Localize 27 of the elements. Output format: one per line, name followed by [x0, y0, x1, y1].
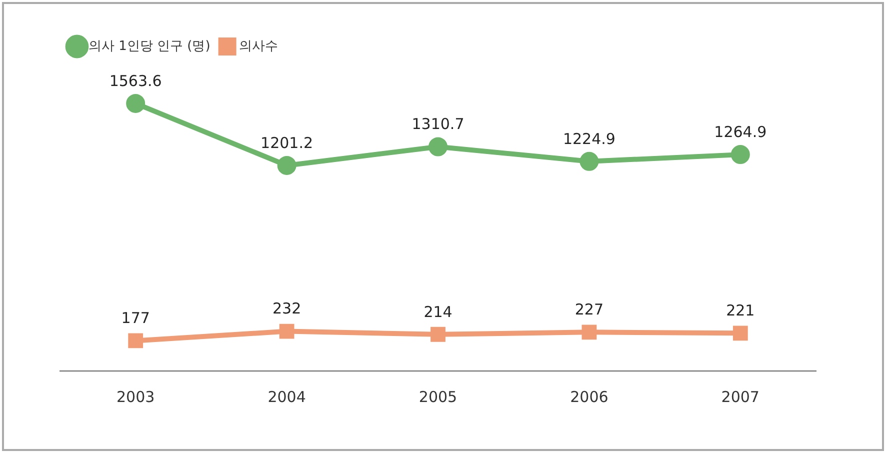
data-label: 1310.7	[412, 115, 464, 134]
point	[430, 326, 446, 342]
point	[730, 145, 750, 164]
data-label: 227	[574, 300, 604, 319]
point	[428, 137, 448, 156]
x-tick-label: 2003	[116, 388, 155, 406]
data-label: 1201.2	[260, 134, 314, 152]
x-tick-label: 2007	[721, 388, 760, 406]
point	[128, 333, 144, 348]
point	[126, 94, 146, 113]
data-label: 1264.9	[714, 122, 767, 141]
legend-label: 의사수	[238, 38, 278, 54]
data-label: 214	[424, 302, 452, 321]
x-tick-label: 2004	[268, 388, 306, 406]
point	[279, 324, 294, 339]
point	[580, 152, 599, 171]
x-tick-label: 2006	[570, 388, 608, 406]
point	[732, 326, 748, 341]
data-label: 177	[121, 309, 150, 328]
data-label: 1224.9	[562, 130, 616, 148]
legend-label: 의사 1인당 인구 (명)	[88, 38, 210, 54]
data-label: 1563.6	[109, 72, 162, 90]
x-tick-label: 2005	[418, 388, 458, 406]
data-label: 221	[726, 302, 755, 320]
point	[277, 156, 296, 175]
point	[582, 324, 597, 340]
data-label: 232	[272, 300, 302, 318]
